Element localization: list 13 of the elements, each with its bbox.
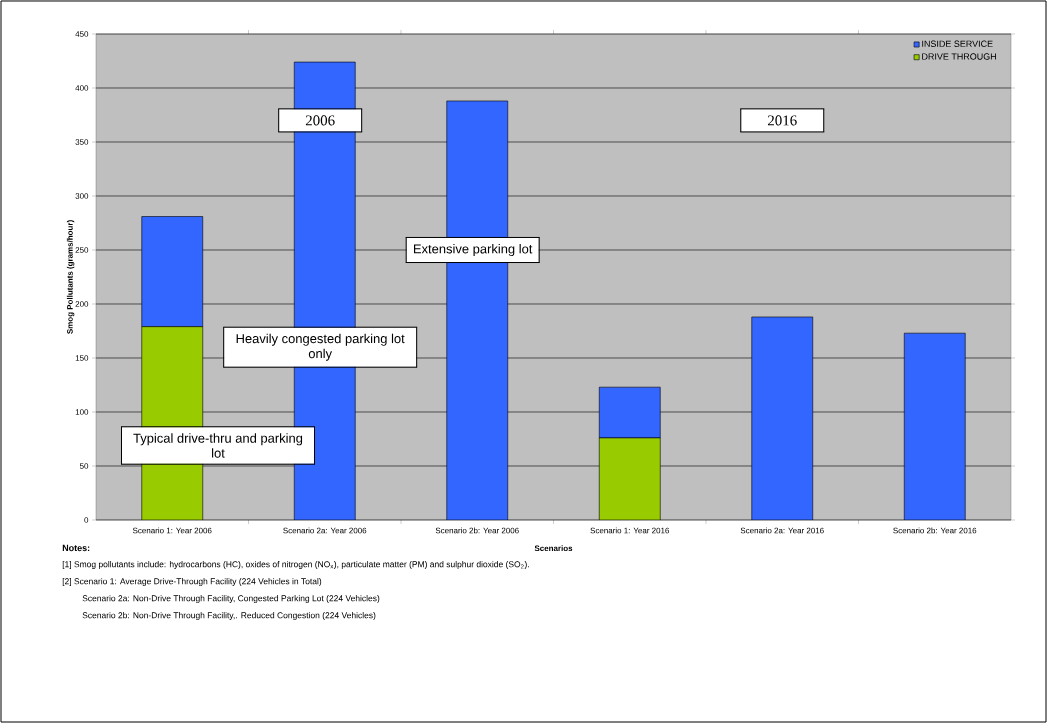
- bar: [598, 386, 661, 439]
- legend-label: DRIVE THROUGH: [922, 53, 996, 60]
- bar: [903, 332, 966, 520]
- annotation: 2006: [305, 115, 335, 126]
- bar: [751, 316, 814, 520]
- text: [1] Smog pollutants include: hydrocarbons (HC), oxides of nitrogen (NO$_{x}$), particulate matter (PM) and sulphur dioxide (SO$_{2}$).: [62, 561, 529, 569]
- legend-label: INSIDE SERVICE: [922, 40, 993, 47]
- bar: [141, 216, 204, 327]
- text: [2] Scenario 1: Average Drive-Through Facility (224 Vehicles in Total): [62, 578, 322, 586]
- text: Scenario 2a: Non-Drive Through Facility, Congested Parking Lot (224 Vehicles): [82, 595, 380, 603]
- annotation: 2016: [767, 115, 797, 126]
- text: Scenario 2b: Non-Drive Through Facility,. Reduced Congestion (224 Vehicles): [82, 612, 376, 620]
- text: Notes:: [62, 544, 90, 552]
